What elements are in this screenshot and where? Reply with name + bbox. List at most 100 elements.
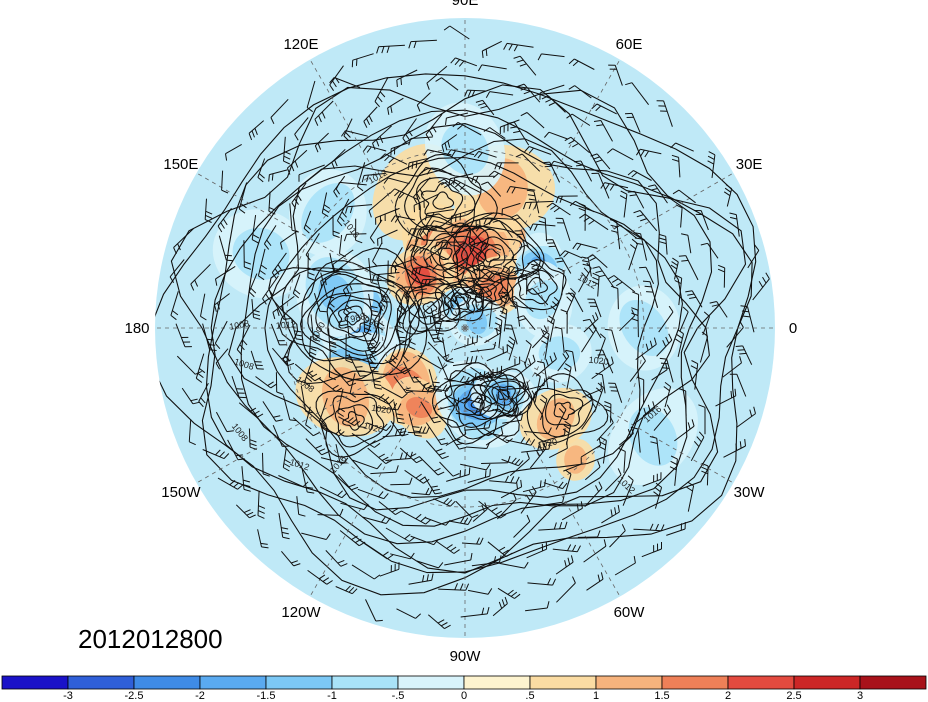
isobar-line: [228, 138, 683, 511]
wind-barb: [416, 560, 444, 569]
wind-barb: [678, 255, 699, 281]
wind-barb: [424, 477, 442, 495]
wind-barb: [408, 136, 433, 146]
wind-barb: [427, 614, 451, 630]
wind-barb: [251, 215, 260, 244]
colorbar-tick-label: -1: [327, 690, 337, 702]
wind-barb: [555, 404, 567, 430]
wind-barb: [429, 220, 457, 227]
wind-barb: [343, 293, 353, 318]
colorbar-tick-label: -2: [195, 690, 205, 702]
wind-barb: [547, 377, 556, 406]
wind-barb: [694, 210, 709, 231]
wind-barb: [353, 406, 366, 428]
wind-barb: [565, 349, 577, 372]
wind-barb: [435, 77, 459, 91]
wind-barb: [591, 103, 617, 115]
wind-barb: [442, 257, 468, 280]
isobar-line: [268, 247, 428, 385]
date-time-stamp: 2012012800: [78, 624, 223, 654]
wind-barb: [495, 356, 521, 374]
wind-barb: [471, 555, 502, 567]
longitude-label: 90W: [450, 648, 482, 665]
wind-barb: [524, 378, 546, 391]
wind-barb: [368, 293, 380, 317]
wind-barb: [641, 542, 662, 558]
wind-barb: [282, 341, 293, 365]
wind-barb: [390, 142, 410, 156]
wind-barb: [445, 112, 469, 125]
wind-barb: [286, 149, 308, 175]
wind-barb: [365, 351, 379, 373]
wind-barb: [629, 354, 646, 382]
wind-barb: [195, 353, 206, 383]
wind-barb: [486, 344, 508, 362]
wind-barb: [497, 587, 521, 599]
wind-barb: [408, 413, 422, 437]
colorbar-swatch: [265, 675, 333, 690]
wind-barb: [411, 265, 432, 276]
longitude-label: 30W: [734, 484, 766, 501]
wind-barb: [515, 153, 541, 172]
longitude-label: 150W: [161, 484, 201, 501]
wind-barb: [188, 419, 196, 446]
wind-barb: [506, 186, 536, 194]
wind-barb: [257, 490, 266, 519]
isobar-label: 1012: [275, 319, 296, 330]
wind-barb: [583, 539, 607, 563]
wind-barb: [530, 263, 542, 288]
wind-barb: [488, 170, 516, 183]
wind-barb: [262, 401, 283, 422]
isobar-line: [441, 283, 484, 321]
isobar-line: [155, 73, 757, 596]
wind-barb: [385, 451, 413, 461]
wind-barb: [390, 215, 416, 223]
wind-barb: [416, 92, 431, 112]
isobar-line: [408, 291, 450, 325]
wind-barb: [251, 299, 261, 320]
isobar-line: [394, 153, 498, 241]
wind-barb: [484, 325, 502, 344]
wind-barb: [169, 259, 185, 284]
wind-barb: [368, 258, 378, 285]
isobar-line: [415, 177, 476, 229]
wind-barb: [635, 148, 662, 158]
wind-barb: [435, 540, 460, 554]
wind-barb: [701, 462, 709, 486]
wind-barb: [680, 233, 692, 254]
wind-barb: [332, 249, 354, 272]
colorbar-tick-label: -3: [63, 690, 73, 702]
wind-barb: [601, 505, 620, 524]
wind-barb: [345, 204, 373, 214]
wind-barb: [663, 381, 672, 408]
wind-barb: [393, 401, 405, 424]
wind-barb: [472, 224, 495, 232]
isobar-line: [344, 311, 361, 326]
wind-barb: [434, 241, 465, 249]
wind-barb: [478, 500, 507, 519]
wind-barb: [397, 302, 417, 326]
wind-barb: [455, 501, 479, 519]
wind-barb: [729, 373, 747, 397]
wind-barb: [679, 306, 689, 332]
wind-barb: [378, 287, 390, 312]
wind-barb: [554, 326, 565, 353]
wind-barb: [492, 407, 522, 418]
wind-barb: [546, 202, 571, 216]
isobar-line: [395, 278, 461, 335]
wind-barb: [542, 161, 561, 183]
wind-barb: [351, 564, 381, 580]
wind-barb: [488, 259, 517, 268]
wind-barb: [499, 291, 508, 315]
wind-barb: [215, 348, 229, 370]
wind-barb: [437, 178, 460, 193]
wind-barb: [586, 254, 608, 268]
wind-barb: [329, 307, 348, 327]
isobar-label: 988: [349, 311, 366, 324]
wind-barb: [349, 373, 357, 398]
colorbar-swatch: [1, 675, 69, 690]
wind-barb: [384, 359, 411, 375]
wind-barb: [477, 64, 507, 72]
wind-barb: [568, 85, 592, 99]
wind-barb: [381, 386, 408, 399]
